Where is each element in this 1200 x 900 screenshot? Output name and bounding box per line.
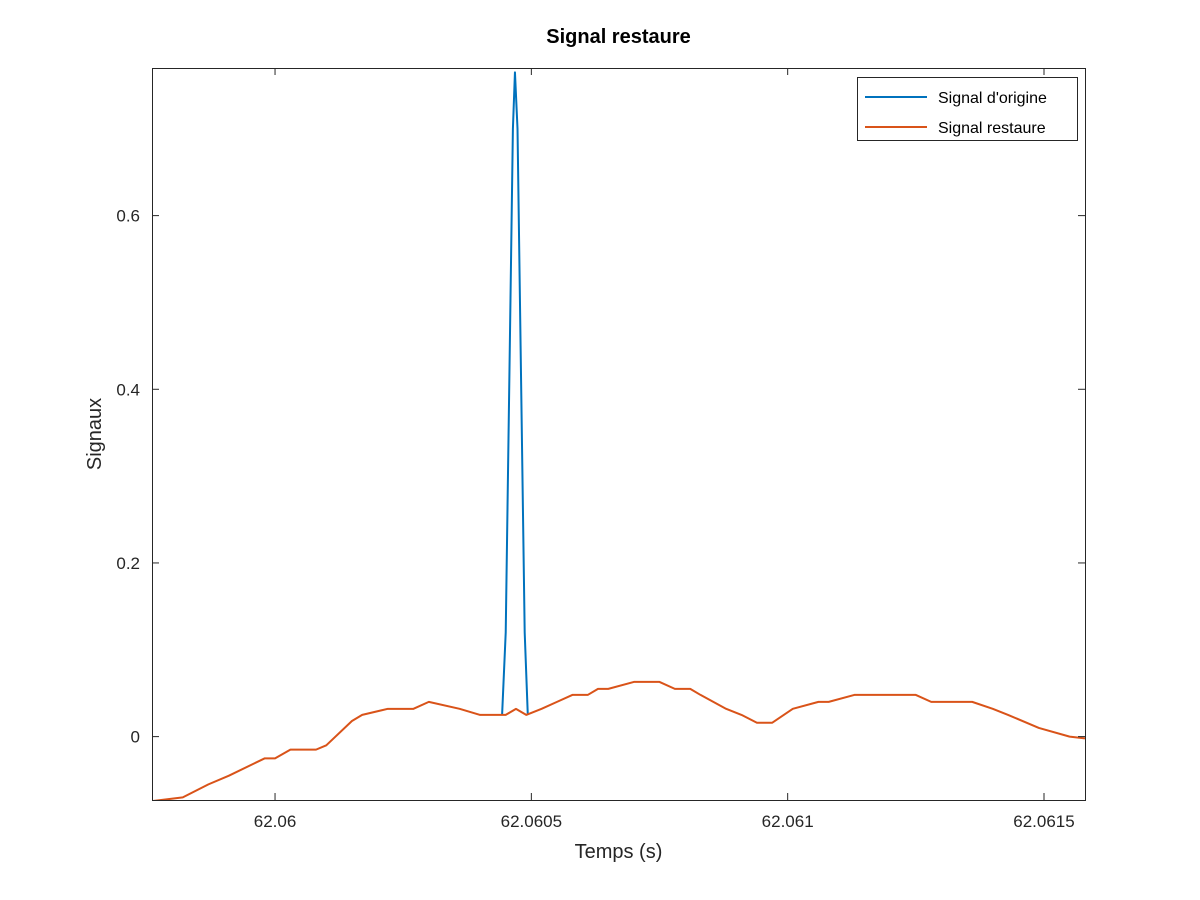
y-tick-label: 0 <box>131 728 140 747</box>
y-tick-label: 0.6 <box>116 207 140 226</box>
y-axis-label: Signaux <box>84 398 106 470</box>
y-tick-label: 0.2 <box>116 554 140 573</box>
legend-label-signal-restaure: Signal restaure <box>938 120 1046 137</box>
x-tick-label: 62.06 <box>254 812 297 831</box>
legend-box <box>857 77 1078 141</box>
legend-label-signal-origine: Signal d'origine <box>938 90 1047 107</box>
x-tick-label: 62.0615 <box>1013 812 1074 831</box>
series-layer <box>152 71 1085 800</box>
x-axis-label: Temps (s) <box>575 841 663 863</box>
ticks-layer: 62.06 62.0605 62.061 62.0615 0 0.2 0.4 0.6 <box>116 68 1085 831</box>
x-tick-label: 62.0605 <box>501 812 562 831</box>
y-tick-label: 0.4 <box>116 380 140 399</box>
plot-area <box>152 68 1085 800</box>
series-line-2 <box>152 680 1085 800</box>
legend: Signal d'origine Signal restaure <box>857 77 1078 141</box>
series-line-1 <box>501 71 529 715</box>
axes-box <box>152 68 1086 801</box>
x-tick-label: 62.061 <box>762 812 814 831</box>
chart-title: Signal restaure <box>546 26 691 48</box>
